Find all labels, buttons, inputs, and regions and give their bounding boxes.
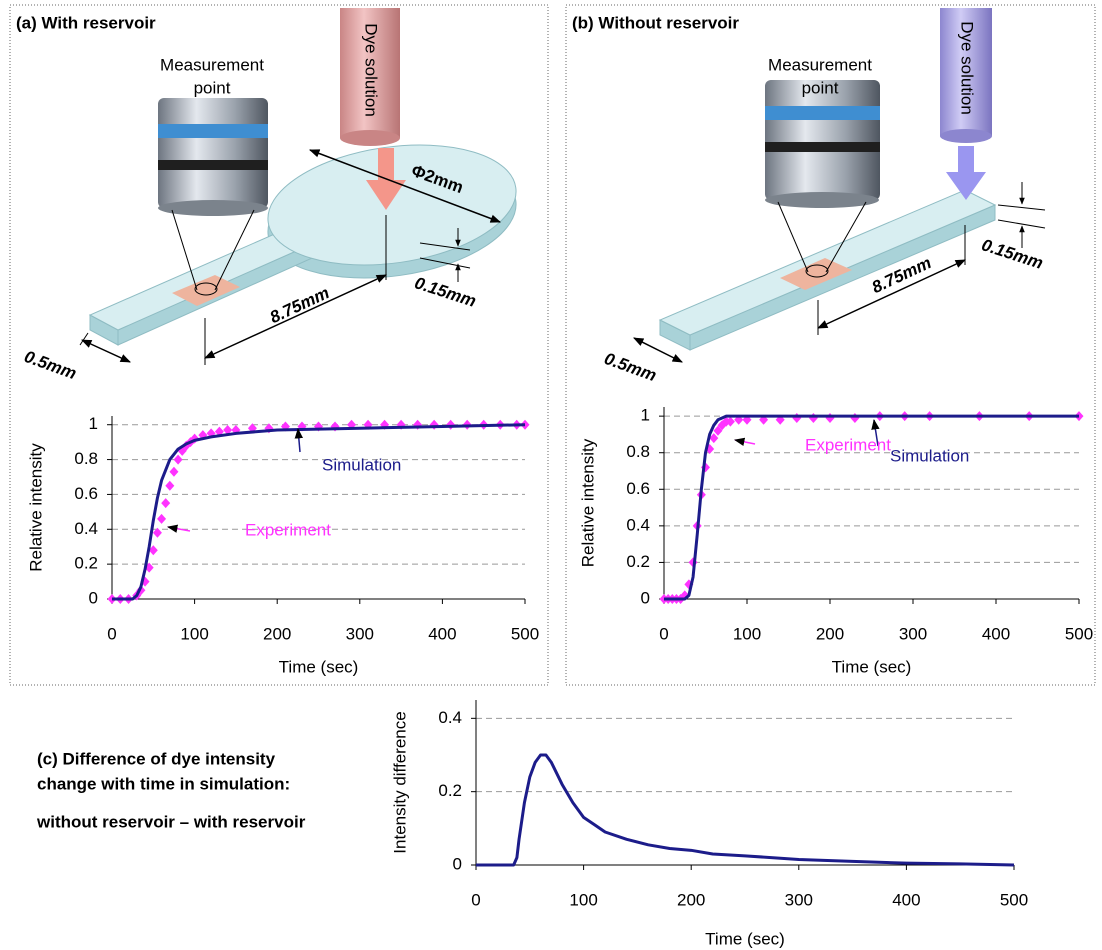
x-tick-label: 300	[785, 890, 813, 909]
y-axis-title: Relative intensity	[578, 438, 597, 567]
annotation: Experiment	[245, 520, 331, 539]
x-axis-title: Time (sec)	[832, 657, 912, 676]
x-tick-label: 500	[1000, 890, 1028, 909]
x-axis-title: Time (sec)	[279, 657, 359, 676]
panel-frame	[9, 4, 549, 686]
x-tick-label: 100	[180, 624, 208, 643]
diagram-label: 0.5mm	[602, 349, 659, 385]
y-tick-label: 0	[641, 588, 650, 607]
x-tick-label: 500	[511, 624, 539, 643]
x-tick-label: 300	[346, 624, 374, 643]
diagram-label: 8.75mm	[267, 283, 332, 327]
diagram-label: 0.5mm	[22, 347, 79, 383]
x-tick-label: 100	[733, 624, 761, 643]
data-point	[152, 527, 162, 538]
diagram-label: 0.15mm	[412, 273, 478, 311]
panel-title: (a) With reservoir	[16, 13, 156, 32]
data-point	[792, 412, 802, 423]
annotation-arrow	[166, 524, 191, 533]
panel-frame	[565, 4, 1096, 686]
data-point	[157, 513, 167, 524]
data-point	[148, 545, 158, 556]
data-point	[825, 412, 835, 423]
x-tick-label: 400	[982, 624, 1010, 643]
data-line	[476, 753, 1015, 867]
data-point	[713, 425, 723, 436]
data-point	[165, 480, 175, 491]
data-line	[112, 423, 526, 601]
x-tick-label: 300	[899, 624, 927, 643]
x-tick-label: 200	[677, 890, 705, 909]
chart-title: (c) Difference of dye intensity	[37, 749, 276, 768]
y-tick-label: 0.4	[438, 708, 462, 727]
annotation-arrow	[294, 427, 304, 453]
chart-title: change with time in simulation:	[37, 774, 290, 793]
y-axis-title: Relative intensity	[26, 443, 45, 572]
x-tick-label: 0	[107, 624, 116, 643]
data-point	[169, 466, 179, 477]
annotation: Experiment	[805, 435, 891, 454]
diagram-label: Measurement	[160, 55, 264, 74]
annotation-arrow	[733, 437, 756, 446]
y-tick-label: 0.2	[438, 781, 462, 800]
y-axis-title: Intensity difference	[390, 711, 409, 853]
y-tick-label: 0.2	[626, 552, 650, 571]
data-point	[850, 412, 860, 423]
data-point	[808, 412, 818, 423]
diagram-b	[633, 8, 1046, 363]
diagram-label: Dye solution	[362, 23, 381, 117]
data-point	[173, 454, 183, 465]
annotation: Simulation	[890, 446, 969, 465]
annotation-arrow	[871, 418, 880, 447]
x-tick-label: 400	[892, 890, 920, 909]
data-line	[664, 414, 1079, 601]
data-point	[725, 416, 735, 427]
x-tick-label: 400	[428, 624, 456, 643]
data-point	[223, 424, 233, 435]
data-point	[247, 423, 257, 434]
data-point	[709, 433, 719, 444]
x-tick-label: 0	[471, 890, 480, 909]
y-tick-label: 0.6	[626, 479, 650, 498]
y-tick-label: 0.4	[626, 515, 650, 534]
diagram-label: Measurement	[768, 55, 872, 74]
y-tick-label: 0.2	[74, 554, 98, 573]
y-tick-label: 0.6	[74, 484, 98, 503]
y-tick-label: 0.4	[74, 519, 98, 538]
y-tick-label: 0	[453, 854, 462, 873]
diagram-label: Dye solution	[958, 21, 977, 115]
y-tick-label: 0.8	[74, 449, 98, 468]
annotation: Simulation	[322, 455, 401, 474]
diagram-a	[79, 8, 517, 365]
x-tick-label: 500	[1065, 624, 1093, 643]
panel-title: (b) Without reservoir	[572, 13, 739, 32]
y-tick-label: 1	[89, 414, 98, 433]
diagram-label: point	[802, 78, 839, 97]
data-point	[446, 419, 456, 430]
y-tick-label: 1	[641, 406, 650, 425]
chart-title: without reservoir – with reservoir	[36, 812, 306, 831]
data-point	[429, 419, 439, 430]
x-tick-label: 0	[659, 624, 668, 643]
diagram-label: point	[194, 78, 231, 97]
data-point	[161, 498, 171, 509]
x-tick-label: 200	[263, 624, 291, 643]
y-tick-label: 0.8	[626, 442, 650, 461]
diagram-label: 0.15mm	[979, 235, 1045, 273]
x-tick-label: 100	[569, 890, 597, 909]
x-tick-label: 200	[816, 624, 844, 643]
x-axis-title: Time (sec)	[705, 929, 785, 948]
y-tick-label: 0	[89, 588, 98, 607]
